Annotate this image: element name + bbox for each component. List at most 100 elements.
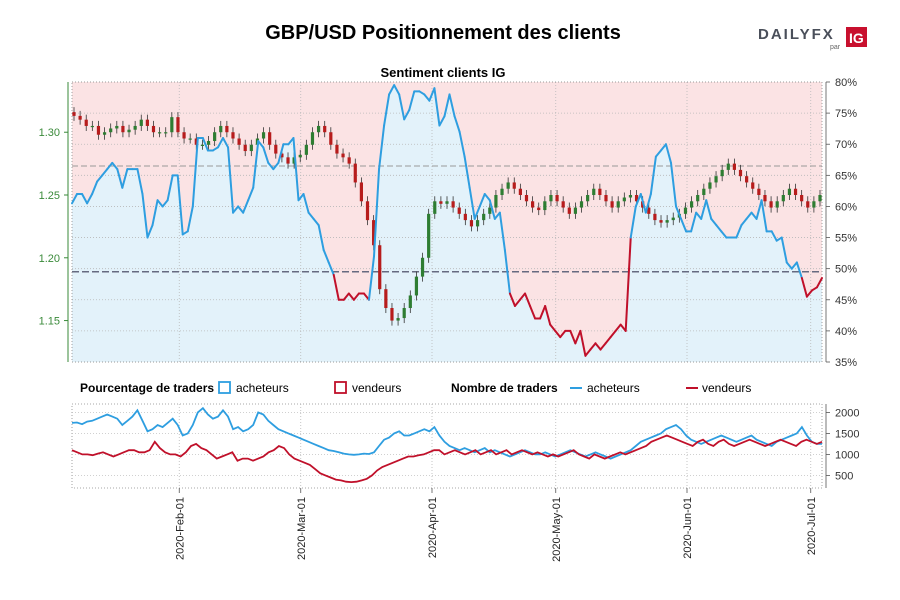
buyers-sentiment-line — [307, 211, 315, 220]
candle-body — [598, 188, 602, 196]
candle-body — [561, 201, 565, 208]
buyers-sentiment-line — [141, 193, 149, 239]
candle-body — [115, 125, 119, 129]
buyers-sentiment-line — [252, 140, 260, 189]
buyers-sentiment-line — [735, 224, 743, 239]
buyers-sentiment-line — [116, 168, 124, 189]
candle-body — [72, 112, 76, 116]
buyers-sentiment-line — [347, 292, 355, 301]
buyers-sentiment-line — [111, 161, 119, 171]
buyers-sentiment-line — [755, 199, 763, 220]
buyers-sentiment-line — [649, 155, 657, 195]
buyers-sentiment-line — [488, 199, 496, 220]
buyers-sentiment-line — [86, 193, 94, 205]
candle-body — [414, 276, 419, 296]
candle-body — [249, 144, 253, 152]
buyers-sentiment-line — [373, 168, 381, 258]
buyers-sentiment-line — [322, 249, 330, 264]
buyers-sentiment-line — [423, 93, 431, 102]
candle-body — [96, 125, 101, 135]
candle-body — [757, 188, 761, 196]
candle-body — [243, 144, 247, 152]
buyers-sentiment-line — [302, 193, 310, 214]
candle-body — [689, 201, 694, 208]
buyers-sentiment-line — [659, 143, 667, 152]
buyers-sentiment-line — [151, 199, 159, 227]
candle-body — [176, 117, 180, 133]
buyers-sentiment-line — [428, 87, 436, 102]
candle-body — [708, 182, 712, 189]
candle-body — [647, 207, 651, 214]
candle-body — [84, 119, 88, 126]
candle-body — [219, 125, 223, 133]
buyers-sentiment-line — [247, 186, 255, 202]
x-tick-label: 2020-Feb-01 — [174, 497, 186, 560]
logo-par: par — [830, 44, 841, 51]
x-tick-label: 2020-Apr-01 — [427, 497, 439, 558]
buyers-sentiment-line — [468, 186, 476, 220]
candle-body — [261, 132, 266, 139]
right-tick-label: 80% — [835, 77, 857, 89]
buyers-sentiment-line — [136, 168, 144, 195]
buyers-sentiment-line — [594, 342, 602, 351]
right-tick-label: 55% — [835, 233, 857, 245]
buyers-sentiment-line — [292, 137, 300, 202]
candle-body — [451, 201, 455, 208]
buyers-sentiment-line — [388, 84, 396, 96]
candle-body — [213, 132, 217, 142]
buyers-sentiment-line — [554, 329, 562, 339]
buyers-sentiment-line — [644, 193, 652, 214]
buyers-sentiment-line — [201, 137, 209, 152]
candle-body — [665, 220, 669, 223]
legend-pct-sellers-swatch — [334, 381, 347, 394]
x-tick-label: 2020-Jun-01 — [682, 497, 694, 559]
candle-body — [512, 182, 516, 189]
candle-body — [738, 169, 743, 177]
candle-body — [78, 115, 82, 120]
candle-body — [335, 144, 339, 154]
buyers-sentiment-line — [599, 342, 607, 351]
right-tick-label: 2000 — [835, 407, 859, 419]
candle-body — [90, 125, 94, 128]
chart-title: GBP/USD Positionnement des clients — [265, 22, 621, 44]
buyers-sentiment-line — [508, 292, 516, 307]
buyers-sentiment-line — [458, 130, 466, 158]
buyers-sentiment-line — [745, 211, 753, 220]
left-tick-label: 1.30 — [39, 127, 60, 139]
candle-body — [604, 195, 608, 202]
buyers-sentiment-line — [242, 199, 250, 214]
candle-body — [775, 201, 779, 208]
candle-body — [402, 308, 406, 319]
candle-body — [396, 318, 400, 321]
right-tick-label: 50% — [835, 264, 857, 276]
candle-body — [751, 182, 755, 189]
buyers-sentiment-line — [513, 298, 521, 307]
candle-body — [109, 128, 113, 133]
buyers-sentiment-line — [800, 277, 808, 298]
candle-body — [316, 125, 321, 133]
candle-body — [420, 257, 425, 277]
right-tick-label: 60% — [835, 201, 857, 213]
buyers-sentiment-line — [760, 199, 768, 233]
candle-body — [347, 157, 351, 164]
candle-body — [310, 132, 315, 145]
candle-body — [549, 195, 553, 202]
candle-body — [720, 169, 724, 177]
candle-body — [170, 117, 174, 133]
buyers-sentiment-line — [544, 305, 552, 326]
candle-body — [206, 141, 211, 145]
buyers-sentiment-line — [629, 205, 637, 239]
candle-body — [818, 195, 822, 202]
buyers-sentiment-line — [106, 161, 114, 171]
candle-body — [726, 163, 730, 170]
legend-pct-title: Pourcentage de traders — [80, 381, 214, 395]
buyers-area — [72, 85, 822, 362]
buyers-sentiment-line — [740, 217, 748, 227]
buyers-sentiment-line — [498, 211, 506, 251]
buyers-sentiment-line — [216, 137, 225, 149]
buyers-sentiment-line — [624, 236, 632, 332]
buyers-sentiment-line — [574, 329, 582, 345]
candle-body — [500, 188, 504, 196]
candle-body — [524, 195, 529, 202]
buyers-sentiment-line — [518, 292, 527, 301]
